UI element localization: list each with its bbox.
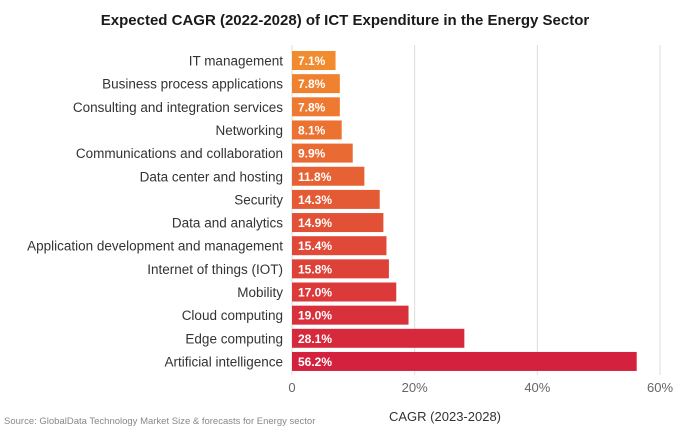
value-label: 14.3% [298,193,332,207]
category-label: Edge computing [185,331,283,346]
bar [292,51,336,70]
category-labels: IT management Business process applicatio… [27,54,283,370]
bar [292,236,387,256]
category-label: Artificial intelligence [164,354,283,369]
x-tick-label: 40% [524,380,550,395]
category-label: Mobility [237,285,283,300]
bar [292,305,409,325]
value-label: 7.1% [298,54,326,68]
category-label: Business process applications [102,77,283,92]
value-label: 8.1% [298,123,326,137]
bar [292,259,389,279]
chart-title: Expected CAGR (2022-2028) of ICT Expendi… [100,12,590,29]
bar [292,213,384,233]
value-label: 11.8% [298,170,332,184]
value-label: 28.1% [298,332,332,346]
bar [292,97,340,117]
category-label: Data and analytics [172,216,283,231]
value-label: 15.4% [298,239,332,253]
value-labels: 7.1% 7.8% 7.8% 8.1% 9.9% 11.8% 14.3% 14.9% 15.4%… [298,54,332,369]
x-axis-label: CAGR (2023-2028) [389,409,501,424]
value-label: 14.9% [298,216,332,230]
bar [292,328,465,348]
category-label: Consulting and integration services [73,100,283,115]
bar [292,351,637,371]
category-label: Cloud computing [182,308,283,323]
value-label: 7.8% [298,100,326,114]
category-label: Security [234,192,283,207]
value-label: 15.8% [298,262,332,276]
x-tick-label: 20% [402,380,428,395]
category-label: Application development and management [27,239,283,254]
x-axis-ticks: 0 20% 40% 60% [288,380,673,395]
value-label: 9.9% [298,147,326,161]
x-tick-label: 60% [647,380,673,395]
bar [292,143,353,163]
bar [292,74,340,94]
category-label: Communications and collaboration [76,146,283,161]
x-tick-label: 0 [288,380,295,395]
value-label: 56.2% [298,355,332,369]
category-label: Internet of things (IOT) [147,262,283,277]
value-label: 7.8% [298,77,326,91]
bar [292,189,380,209]
bar [292,120,342,140]
bars [292,51,637,371]
category-label: Data center and hosting [140,169,283,184]
category-label: IT management [189,54,284,69]
gridlines [291,45,661,375]
value-label: 19.0% [298,309,332,323]
value-label: 17.0% [298,286,332,300]
bar [292,282,397,302]
bar [292,166,365,186]
source-note: Source: GlobalData Technology Market Siz… [4,416,316,427]
category-label: Networking [215,123,283,138]
